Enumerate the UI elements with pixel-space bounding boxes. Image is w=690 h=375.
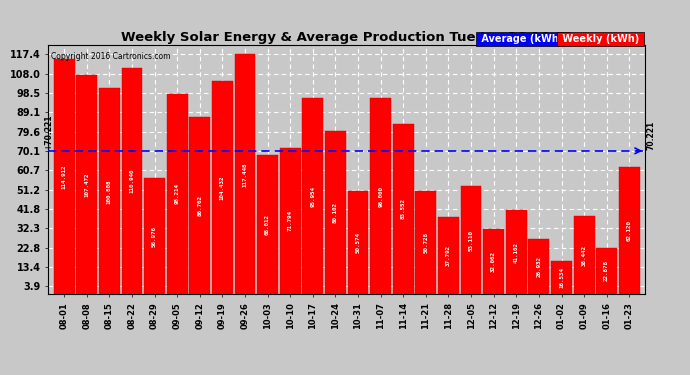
Text: 83.552: 83.552 [401, 198, 406, 219]
Bar [257, 155, 278, 294]
Text: 71.794: 71.794 [288, 210, 293, 231]
Text: 26.932: 26.932 [536, 256, 542, 278]
Text: 86.762: 86.762 [197, 195, 202, 216]
Text: 38.442: 38.442 [582, 244, 586, 266]
Bar [596, 248, 617, 294]
Bar [573, 216, 595, 294]
Bar [393, 124, 413, 294]
Bar [99, 88, 120, 294]
Bar [54, 60, 75, 294]
Text: 104.432: 104.432 [220, 176, 225, 200]
Text: 50.574: 50.574 [355, 232, 361, 253]
Text: 117.448: 117.448 [242, 162, 248, 187]
Text: 95.954: 95.954 [310, 186, 315, 207]
Bar [77, 75, 97, 294]
Bar [235, 54, 255, 294]
Text: 107.472: 107.472 [84, 172, 89, 197]
Bar [167, 94, 188, 294]
Bar [551, 261, 572, 294]
Bar [144, 178, 165, 294]
Text: 50.728: 50.728 [424, 232, 428, 253]
Bar [280, 148, 301, 294]
Text: 56.976: 56.976 [152, 226, 157, 247]
Bar [619, 167, 640, 294]
Text: Copyright 2016 Cartronics.com: Copyright 2016 Cartronics.com [51, 53, 171, 62]
Bar [302, 98, 323, 294]
Text: 32.062: 32.062 [491, 251, 496, 272]
Bar [438, 217, 459, 294]
Text: 16.534: 16.534 [559, 267, 564, 288]
Text: 70.221: 70.221 [647, 121, 656, 150]
Text: 96.000: 96.000 [378, 186, 383, 207]
Text: 22.878: 22.878 [604, 261, 609, 282]
Bar [506, 210, 526, 294]
Bar [212, 81, 233, 294]
Text: 110.940: 110.940 [130, 169, 135, 193]
Bar [461, 186, 482, 294]
Bar [415, 190, 436, 294]
Bar [529, 239, 549, 294]
Text: 41.102: 41.102 [514, 242, 519, 263]
Bar [121, 68, 142, 294]
Text: 98.214: 98.214 [175, 183, 179, 204]
Bar [348, 191, 368, 294]
Bar [189, 117, 210, 294]
Text: Weekly (kWh): Weekly (kWh) [559, 34, 642, 44]
Text: Average (kWh): Average (kWh) [478, 34, 566, 44]
Bar [325, 130, 346, 294]
Text: +70.221: +70.221 [43, 114, 53, 150]
Text: 62.120: 62.120 [627, 220, 632, 242]
Text: 114.912: 114.912 [61, 165, 67, 189]
Title: Weekly Solar Energy & Average Production Tue Jan 26 16:41: Weekly Solar Energy & Average Production… [121, 31, 573, 44]
Text: 37.792: 37.792 [446, 245, 451, 266]
Bar [371, 98, 391, 294]
Bar [483, 229, 504, 294]
Text: 100.808: 100.808 [107, 179, 112, 204]
Text: 80.102: 80.102 [333, 202, 338, 223]
Text: 53.110: 53.110 [469, 230, 473, 251]
Text: 68.012: 68.012 [265, 214, 270, 236]
